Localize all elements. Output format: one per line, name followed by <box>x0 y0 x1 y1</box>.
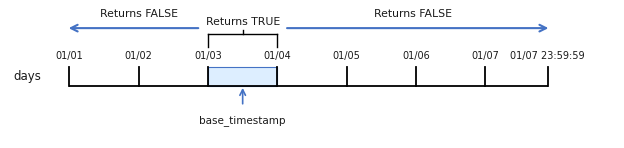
Text: Returns FALSE: Returns FALSE <box>374 8 452 18</box>
Text: days: days <box>14 70 42 83</box>
Text: base_timestamp: base_timestamp <box>200 115 286 126</box>
Text: Returns FALSE: Returns FALSE <box>100 8 178 18</box>
Text: 01/07 23:59:59: 01/07 23:59:59 <box>510 51 585 61</box>
Text: 01/06: 01/06 <box>402 51 430 61</box>
Text: 01/05: 01/05 <box>333 51 361 61</box>
Text: 01/03: 01/03 <box>194 51 222 61</box>
Text: 01/04: 01/04 <box>263 51 291 61</box>
Bar <box>208 67 277 86</box>
Text: 01/01: 01/01 <box>56 51 83 61</box>
Text: 01/02: 01/02 <box>125 51 153 61</box>
Text: 01/07: 01/07 <box>471 51 499 61</box>
Text: Returns TRUE: Returns TRUE <box>205 17 280 27</box>
